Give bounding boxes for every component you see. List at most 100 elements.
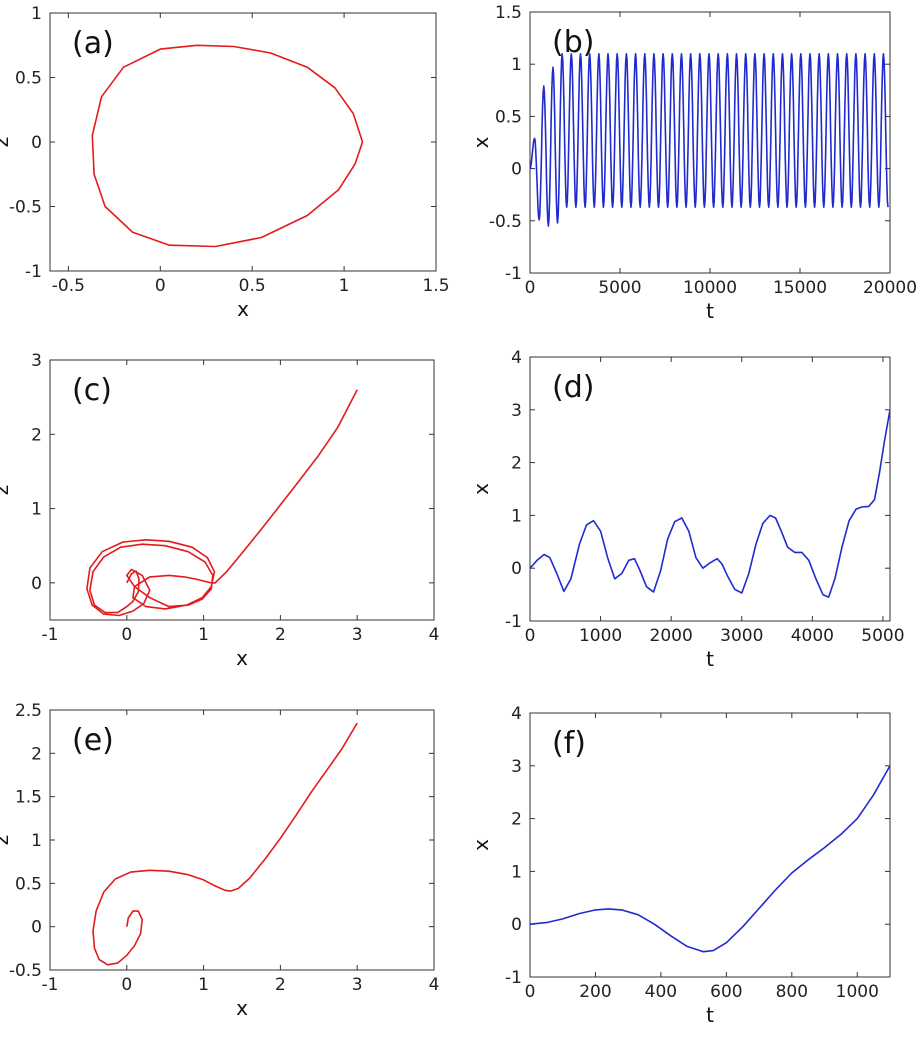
x-tick-label: 1 [339,276,350,296]
x-tick-label: 400 [645,982,677,1002]
panel-label: (c) [72,373,112,408]
x-tick-label: 20000 [863,278,917,298]
series-line-e-0 [92,722,358,966]
panel-label: (a) [72,26,114,61]
x-tick-label: 0 [121,625,132,645]
y-tick-label: 2 [31,744,42,764]
x-tick-label: 3 [352,975,363,995]
panel-b: 0 5000 10000 15000 20000 -1 -0.5 0 0.5 1 1.5 t x (b) [469,3,917,323]
y-tick-label: -1 [25,262,42,282]
x-axis-label: t [706,1003,714,1027]
y-tick-label: 1.5 [495,3,522,23]
series-line-b-0 [530,52,889,227]
x-tick-label: 15000 [773,278,827,298]
panel-label: (b) [552,25,594,60]
panel-label: (e) [72,723,114,758]
panel-e: -1 0 1 2 3 4 -0.5 0 0.5 1 1.5 2 2.5 x z (e) [0,701,439,1020]
x-tick-label: 4000 [791,626,834,646]
x-tick-label: 1.5 [422,276,449,296]
x-tick-label: 0 [121,975,132,995]
x-tick-label: 2000 [650,626,693,646]
panel-c-frame [49,359,435,621]
x-tick-label: 4 [429,975,440,995]
x-tick-label: 200 [579,982,611,1002]
series-line-f-0 [530,765,890,953]
y-tick-label: 0 [511,160,522,180]
x-tick-label: 5000 [861,626,904,646]
series-line-d-0 [530,409,890,599]
x-tick-label: 2 [275,625,286,645]
y-tick-label: 4 [511,704,522,724]
y-tick-label: 2 [511,454,522,474]
y-axis-label: z [0,835,13,846]
y-tick-label: -1 [505,264,522,284]
x-tick-label: 5000 [598,278,641,298]
panel-label: (d) [552,370,594,405]
y-tick-label: 0 [31,918,42,938]
y-tick-label: 4 [511,348,522,368]
y-tick-label: 3 [511,401,522,421]
y-tick-label: -0.5 [9,198,42,218]
y-tick-label: 1 [31,4,42,24]
y-tick-label: 1 [511,506,522,526]
panel-d-frame [529,356,891,622]
y-axis-label: x [469,839,493,851]
x-tick-label: 3 [352,625,363,645]
y-axis-label: z [0,137,13,148]
x-tick-label: -0.5 [52,276,85,296]
x-tick-label: 1000 [579,626,622,646]
x-axis-label: t [706,299,714,323]
x-axis-label: x [237,297,249,321]
y-axis-label: z [0,485,13,496]
y-tick-label: 0.5 [495,107,522,127]
x-axis-label: t [706,647,714,671]
y-tick-label: 1 [511,55,522,75]
series-line-c-0 [86,389,358,617]
y-tick-label: 0.5 [15,874,42,894]
panel-a: -0.5 0 0.5 1 1.5 -1 -0.5 0 0.5 1 x z (a) [0,4,450,321]
x-tick-label: 10000 [683,278,737,298]
y-tick-label: 2 [31,425,42,445]
x-tick-label: 0 [155,276,166,296]
y-tick-label: -0.5 [9,961,42,981]
y-tick-label: 2 [511,810,522,830]
x-tick-label: 4 [429,625,440,645]
x-tick-label: 0.5 [239,276,266,296]
y-tick-label: 3 [511,757,522,777]
panel-label: (f) [552,726,586,761]
y-axis-label: x [469,136,493,148]
y-tick-label: 0 [31,574,42,594]
x-tick-label: 2 [275,975,286,995]
x-tick-label: 1000 [836,982,879,1002]
x-tick-label: -1 [42,975,59,995]
y-tick-label: -0.5 [489,212,522,232]
x-tick-label: 0 [525,278,536,298]
panel-c: -1 0 1 2 3 4 0 1 2 3 x z (c) [0,351,439,670]
x-axis-label: x [236,646,248,670]
x-tick-label: 3000 [720,626,763,646]
series-line-a-0 [91,44,364,248]
y-tick-label: 1 [31,500,42,520]
x-tick-label: 1 [198,625,209,645]
y-tick-label: 1.5 [15,788,42,808]
x-axis-label: x [236,996,248,1020]
y-axis-label: x [469,483,493,495]
y-tick-label: -1 [505,612,522,632]
x-tick-label: 800 [776,982,808,1002]
y-tick-label: 0 [31,133,42,153]
y-tick-label: 0 [511,915,522,935]
y-tick-label: -1 [505,968,522,988]
x-tick-label: 0 [525,626,536,646]
y-tick-label: 0 [511,559,522,579]
y-tick-label: 0.5 [15,69,42,89]
panel-f-frame [529,712,891,978]
y-tick-label: 2.5 [15,701,42,721]
y-tick-label: 3 [31,351,42,371]
x-tick-label: -1 [42,625,59,645]
x-tick-label: 0 [525,982,536,1002]
y-tick-label: 1 [31,831,42,851]
x-tick-label: 600 [710,982,742,1002]
